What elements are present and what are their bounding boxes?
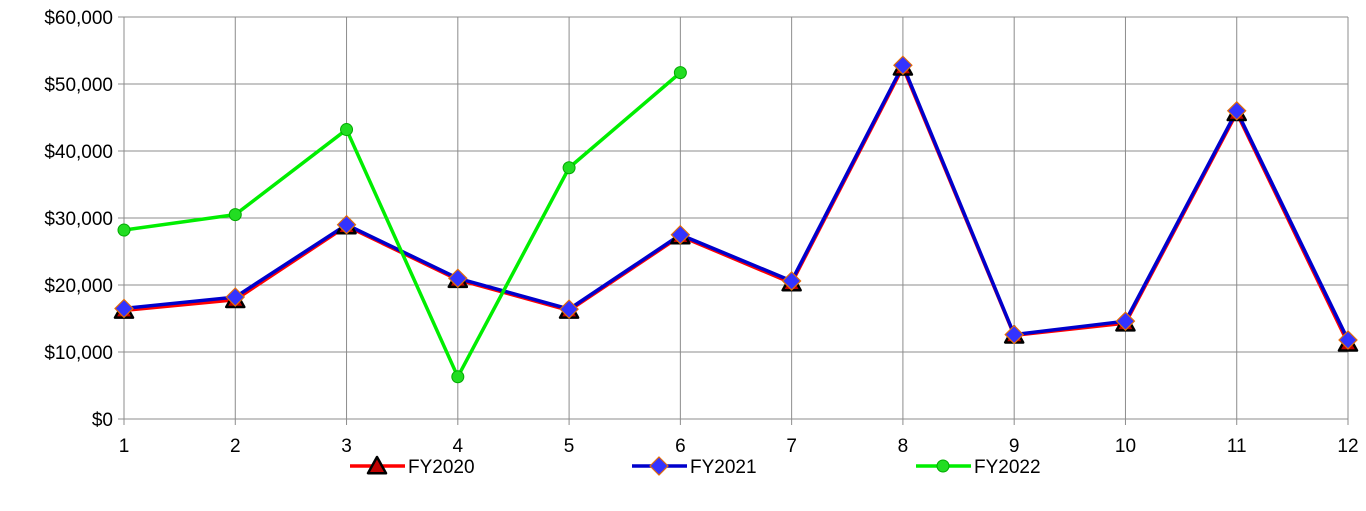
x-tick-label: 6 bbox=[675, 436, 686, 457]
y-tick-label: $40,000 bbox=[44, 142, 113, 163]
legend-marker bbox=[936, 459, 950, 473]
data-point-fy2021 bbox=[559, 299, 579, 319]
data-point-fy2021 bbox=[1338, 330, 1358, 350]
legend-item-fy2021: FY2021 bbox=[632, 456, 757, 478]
x-tick-label: 7 bbox=[786, 436, 797, 457]
y-tick-label: $50,000 bbox=[44, 75, 113, 96]
data-point-fy2022 bbox=[340, 123, 354, 137]
data-point-fy2021 bbox=[781, 271, 802, 291]
data-point-fy2022 bbox=[673, 66, 687, 80]
data-point-fy2021 bbox=[336, 214, 357, 235]
x-tick-label: 9 bbox=[1009, 436, 1020, 457]
x-tick-label: 5 bbox=[564, 436, 575, 457]
data-point-fy2022 bbox=[228, 208, 242, 222]
y-tick-label: $30,000 bbox=[44, 209, 113, 230]
series-lines bbox=[122, 63, 1350, 379]
y-tick-label: $10,000 bbox=[44, 343, 113, 364]
x-tick-label: 3 bbox=[341, 436, 352, 457]
data-point-fy2021 bbox=[114, 298, 134, 319]
x-tick-label: 8 bbox=[898, 436, 909, 457]
axes bbox=[118, 16, 1349, 425]
data-point-fy2022 bbox=[562, 161, 576, 175]
series-line-fy2021 bbox=[122, 63, 1350, 342]
x-tick-label: 10 bbox=[1115, 436, 1136, 457]
x-tick-label: 1 bbox=[119, 436, 130, 457]
y-tick-label: $0 bbox=[92, 410, 113, 431]
legend-label: FY2022 bbox=[974, 457, 1041, 478]
y-axis-tick-labels: $0 $10,000 $20,000 $30,000 $40,000 $50,000 $60… bbox=[44, 8, 113, 431]
y-tick-label: $60,000 bbox=[44, 8, 113, 29]
x-tick-label: 2 bbox=[230, 436, 241, 457]
x-tick-label: 12 bbox=[1337, 436, 1358, 457]
y-tick-label: $20,000 bbox=[44, 276, 113, 297]
data-point-fy2021 bbox=[1004, 324, 1025, 345]
data-point-fy2022 bbox=[451, 370, 465, 384]
x-tick-label: 4 bbox=[453, 436, 464, 457]
legend-label: FY2020 bbox=[408, 457, 475, 478]
data-point-fy2021 bbox=[1226, 100, 1247, 121]
gridlines bbox=[123, 16, 1349, 420]
x-axis-tick-labels: 1 2 3 4 5 6 7 8 9 10 11 12 bbox=[119, 436, 1359, 457]
data-point-fy2022 bbox=[117, 223, 131, 237]
series-line-fy2022 bbox=[122, 70, 683, 379]
data-point-fy2021 bbox=[1115, 311, 1136, 332]
legend-marker bbox=[649, 456, 669, 476]
legend-marker bbox=[366, 455, 388, 475]
data-point-fy2021 bbox=[447, 268, 468, 289]
legend: FY2020 FY2021 FY2022 bbox=[350, 455, 1041, 478]
x-tick-label: 11 bbox=[1227, 436, 1247, 457]
legend-item-fy2022: FY2022 bbox=[916, 457, 1041, 478]
data-point-fy2021 bbox=[670, 224, 691, 245]
series-line-fy2020 bbox=[122, 65, 1350, 346]
data-point-fy2021 bbox=[225, 287, 246, 307]
data-point-fy2021 bbox=[893, 55, 913, 76]
legend-item-fy2020: FY2020 bbox=[350, 455, 475, 478]
legend-label: FY2021 bbox=[690, 457, 757, 478]
series-markers bbox=[113, 55, 1359, 384]
